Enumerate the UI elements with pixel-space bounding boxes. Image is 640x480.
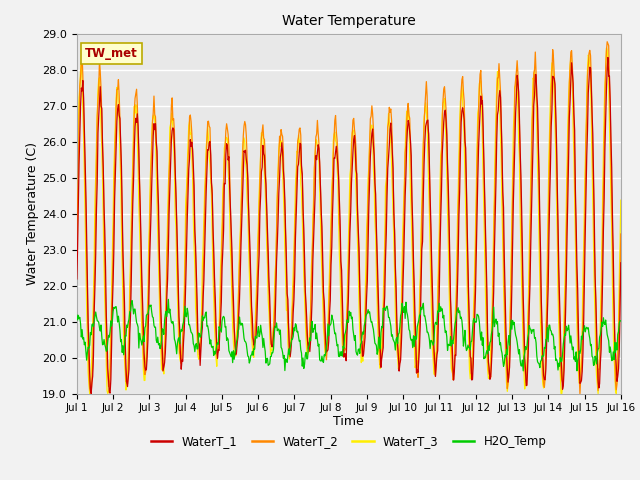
WaterT_2 [415, 346, 422, 351]
WaterT_1 [140, 325, 147, 331]
WaterT_1 [617, 260, 625, 265]
WaterT_3 [140, 367, 147, 372]
WaterT_2 [576, 391, 584, 396]
WaterT_1 [223, 143, 231, 148]
WaterT_2 [73, 254, 81, 260]
WaterT_3 [223, 136, 231, 142]
H2O_Temp [73, 312, 81, 318]
WaterT_1 [195, 339, 202, 345]
Text: TW_met: TW_met [85, 47, 138, 60]
WaterT_3 [431, 351, 439, 357]
Line: WaterT_1: WaterT_1 [77, 58, 621, 394]
Line: WaterT_3: WaterT_3 [77, 48, 621, 394]
H2O_Temp [431, 319, 439, 325]
WaterT_1 [416, 344, 424, 349]
WaterT_2 [431, 362, 438, 368]
WaterT_2 [617, 231, 625, 237]
WaterT_3 [83, 303, 90, 309]
H2O_Temp [617, 318, 625, 324]
H2O_Temp [195, 330, 202, 336]
H2O_Temp [223, 335, 231, 341]
WaterT_3 [416, 298, 424, 304]
WaterT_1 [73, 276, 81, 282]
Line: H2O_Temp: H2O_Temp [77, 300, 621, 371]
WaterT_1 [83, 234, 90, 240]
WaterT_2 [223, 121, 230, 127]
WaterT_3 [86, 391, 93, 396]
WaterT_2 [139, 328, 147, 334]
WaterT_1 [604, 55, 612, 60]
Y-axis label: Water Temperature (C): Water Temperature (C) [26, 142, 40, 285]
WaterT_2 [83, 259, 90, 265]
WaterT_3 [617, 197, 625, 203]
Line: WaterT_2: WaterT_2 [77, 42, 621, 394]
WaterT_1 [431, 373, 439, 379]
WaterT_3 [73, 223, 81, 228]
H2O_Temp [139, 337, 147, 343]
WaterT_2 [194, 339, 202, 345]
H2O_Temp [83, 357, 90, 363]
H2O_Temp [416, 312, 424, 318]
H2O_Temp [519, 368, 527, 374]
X-axis label: Time: Time [333, 415, 364, 428]
Title: Water Temperature: Water Temperature [282, 14, 415, 28]
WaterT_3 [195, 356, 202, 362]
H2O_Temp [164, 297, 172, 302]
Legend: WaterT_1, WaterT_2, WaterT_3, H2O_Temp: WaterT_1, WaterT_2, WaterT_3, H2O_Temp [147, 430, 551, 453]
WaterT_3 [603, 45, 611, 51]
WaterT_1 [87, 391, 95, 396]
WaterT_2 [604, 39, 611, 45]
